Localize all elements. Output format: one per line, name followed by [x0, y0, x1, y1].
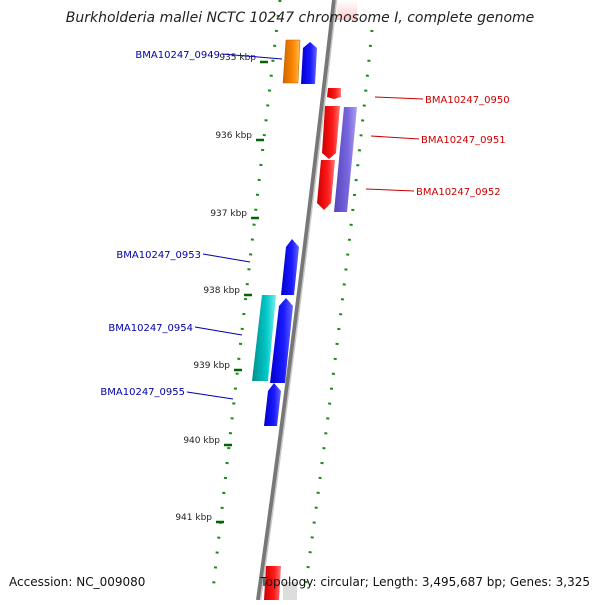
accession-label: Accession: NC_009080: [9, 575, 146, 589]
chromosome-backbone: [256, 0, 336, 601]
outer-track-left: [211, 0, 282, 591]
gene-bma10247-0955: [264, 383, 281, 426]
gene-bma10247-0953: [281, 239, 299, 295]
gene-partial-bottom-fade: [283, 582, 297, 600]
genome-summary: Topology: circular; Length: 3,495,687 bp…: [260, 575, 590, 589]
gene-label-leader-line: [202, 253, 251, 263]
position-tick-label: 939 kbp: [193, 361, 230, 371]
gene-label-leader-line: [370, 135, 420, 140]
chromosome-backbone-highlight: [259, 0, 338, 601]
position-tick-label: 941 kbp: [175, 513, 212, 523]
gene-label-leader-line: [186, 391, 234, 400]
position-tick-label: 938 kbp: [203, 286, 240, 296]
position-tick-label: 935 kbp: [219, 53, 256, 63]
gene-label-bma10247-0952[interactable]: BMA10247_0952: [416, 187, 501, 198]
position-tick-label: 936 kbp: [215, 131, 252, 141]
position-tick-label: 940 kbp: [183, 436, 220, 446]
gene-label-bma10247-0954[interactable]: BMA10247_0954: [108, 323, 193, 334]
gene-bma10247-0949: [301, 42, 317, 84]
gene-label-leader-line: [194, 326, 243, 336]
gene-label-leader-line: [374, 96, 424, 100]
gene-bma10247-0951: [322, 106, 340, 159]
gene-label-bma10247-0950[interactable]: BMA10247_0950: [425, 95, 510, 106]
outer-track-right: [303, 29, 374, 591]
gene-partial-top: [337, 0, 357, 20]
gene-bma10247-0954: [270, 298, 293, 383]
gene-bma10247-0954-cyan: [252, 295, 276, 381]
gene-partial-bottom-red: [264, 566, 281, 600]
position-tick-layer: 935 kbp 936 kbp 937 kbp 938 kbp 939 kbp 940 k…: [175, 53, 268, 524]
gene-bma10247-0952: [317, 160, 335, 210]
gene-label-bma10247-0953[interactable]: BMA10247_0953: [116, 250, 201, 261]
gene-label-bma10247-0955[interactable]: BMA10247_0955: [100, 387, 185, 398]
gene-bma10247-0951-violet: [334, 107, 357, 212]
map-title: Burkholderia mallei NCTC 10247 chromosom…: [65, 10, 535, 26]
gene-label-bma10247-0949[interactable]: BMA10247_0949: [135, 50, 220, 61]
position-tick-label: 937 kbp: [210, 209, 247, 219]
gene-bma10247-0949-orange: [282, 39, 301, 84]
gene-label-layer: BMA10247_0949 BMA10247_0950 BMA10247_0951 B…: [100, 50, 510, 400]
gene-bma10247-0950: [327, 88, 341, 99]
gene-label-bma10247-0951[interactable]: BMA10247_0951: [421, 135, 506, 146]
gene-label-leader-line: [221, 53, 283, 60]
gene-label-leader-line: [365, 188, 415, 192]
